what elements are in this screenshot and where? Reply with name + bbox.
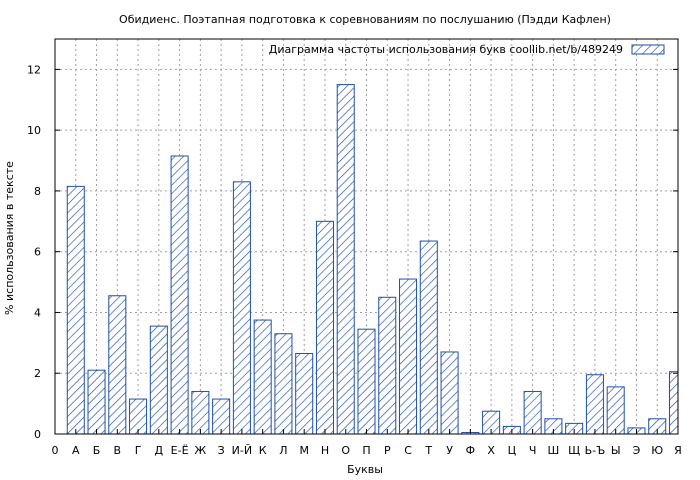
x-tick-label: З <box>218 444 225 457</box>
chart-title: Обидиенс. Поэтапная подготовка к соревно… <box>119 13 611 26</box>
x-tick-label: 0 <box>52 444 59 457</box>
x-tick-label: П <box>362 444 370 457</box>
x-tick-label: Ч <box>529 444 537 457</box>
x-tick-label: Р <box>384 444 391 457</box>
x-tick-label: Т <box>424 444 432 457</box>
x-axis-label: Буквы <box>347 463 383 476</box>
bar-П <box>357 328 376 435</box>
x-tick-label: Ь-Ъ <box>585 444 606 457</box>
x-tick-label: Ж <box>194 444 206 457</box>
x-tick-label: О <box>341 444 350 457</box>
y-tick-label: 0 <box>34 428 41 441</box>
x-tick-label: Ф <box>466 444 475 457</box>
bar-И-Й <box>232 181 251 435</box>
legend: Диаграмма частоты использования букв coo… <box>269 43 665 56</box>
x-tick-label: Г <box>135 444 142 457</box>
x-tick-label: К <box>259 444 267 457</box>
y-tick-label: 12 <box>27 63 41 76</box>
bar-Г <box>129 398 148 435</box>
bar-М <box>295 352 314 435</box>
x-tick-label: В <box>114 444 122 457</box>
x-tick-label: Э <box>633 444 641 457</box>
bar-Л <box>274 333 293 435</box>
bar-С <box>399 278 418 435</box>
y-tick-label: 6 <box>34 246 41 259</box>
x-tick-label: Н <box>321 444 329 457</box>
bar-О <box>336 84 355 435</box>
y-axis-label: % использования в тексте <box>3 161 16 315</box>
bar-А <box>66 185 85 435</box>
y-tick-label: 8 <box>34 185 41 198</box>
x-tick-label: У <box>446 444 453 457</box>
bar-Ж <box>191 390 210 435</box>
x-tick-label: С <box>404 444 412 457</box>
grid-lines <box>55 39 678 434</box>
x-tick-label: А <box>72 444 80 457</box>
x-tick-label: Щ <box>568 444 580 457</box>
x-tick-label: И-Й <box>232 444 252 457</box>
y-tick-label: 10 <box>27 124 41 137</box>
x-tick-label: Л <box>279 444 287 457</box>
y-axis-ticks: 0 2 4 6 8 10 12 <box>27 63 678 441</box>
bar-Д <box>149 325 168 435</box>
x-tick-label: Д <box>155 444 164 457</box>
bar-Ы <box>606 386 625 435</box>
bar-Я <box>668 371 679 435</box>
x-axis-ticks: 0 А Б В Г Д Е-Ё Ж З И-Й К Л М Н О П Р С Т У Ф Х Ц Ч Ш Щ Ь-Ъ Ы Э Ю Я <box>52 429 682 457</box>
bar-Н <box>315 220 334 435</box>
x-tick-label: Б <box>93 444 101 457</box>
bars <box>66 84 679 435</box>
x-tick-label: Ю <box>651 444 663 457</box>
bar-Т <box>419 240 438 435</box>
bar-В <box>108 295 127 435</box>
legend-swatch <box>631 44 665 55</box>
bar-Б <box>87 369 106 435</box>
bar-Р <box>378 296 397 435</box>
x-tick-label: Ы <box>611 444 621 457</box>
bar-Е-Ё <box>170 155 189 435</box>
bar-У <box>440 351 459 435</box>
bar-К <box>253 319 272 435</box>
x-tick-label: М <box>299 444 309 457</box>
bar-Ч <box>523 390 542 435</box>
bar-З <box>212 398 231 435</box>
y-tick-label: 2 <box>34 367 41 380</box>
x-tick-label: Х <box>487 444 495 457</box>
x-tick-label: Я <box>674 444 682 457</box>
y-tick-label: 4 <box>34 306 41 319</box>
x-tick-label: Е-Ё <box>171 444 189 457</box>
bar-Ь-Ъ <box>585 374 604 435</box>
x-tick-label: Ш <box>548 444 560 457</box>
x-tick-label: Ц <box>508 444 517 457</box>
legend-label: Диаграмма частоты использования букв coo… <box>269 43 623 56</box>
